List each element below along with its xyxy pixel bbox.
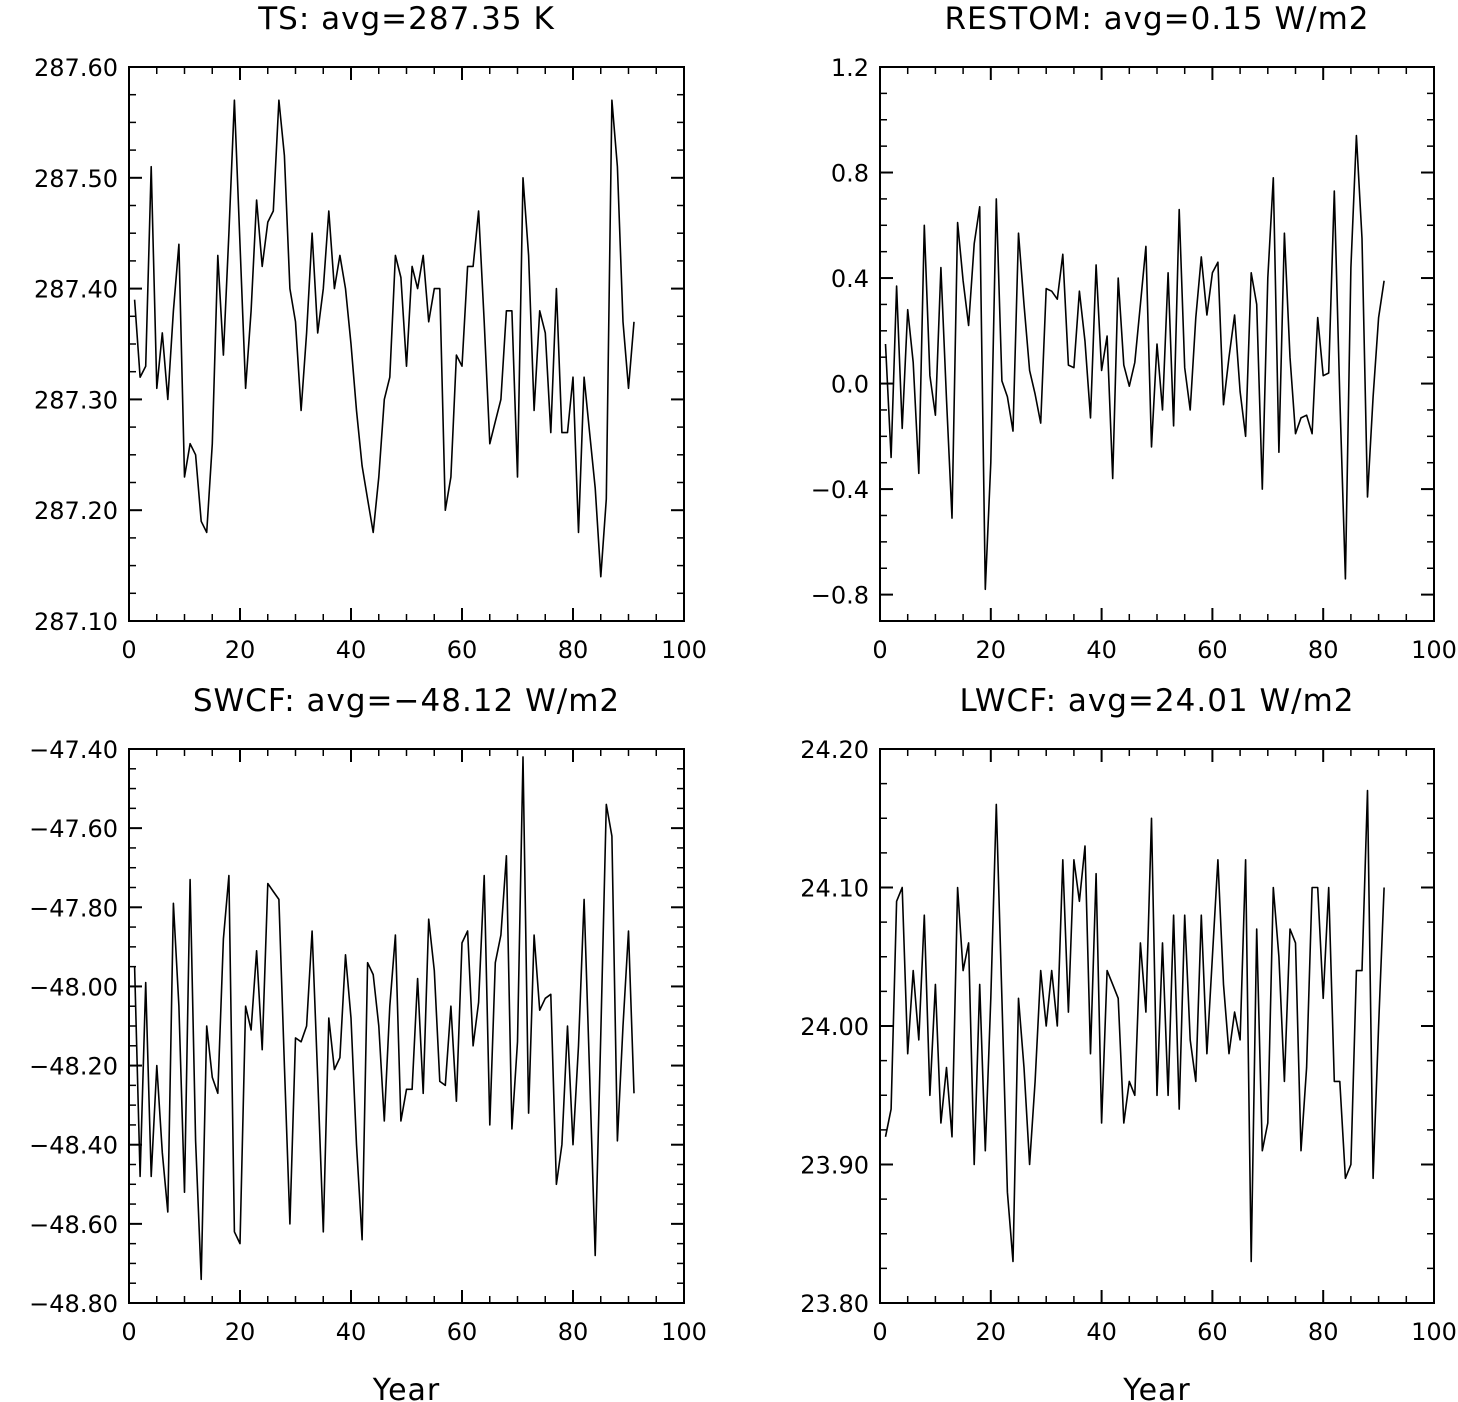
y-tick-label: 23.90 (800, 1152, 869, 1180)
y-tick-label: −47.60 (29, 815, 118, 843)
chart-title: RESTOM: avg=0.15 W/m2 (944, 1, 1369, 37)
y-tick-label: −0.8 (811, 582, 869, 610)
series-line (884, 134, 1385, 591)
x-tick-label: 100 (1411, 636, 1457, 664)
series-line (133, 756, 635, 1281)
x-tick-label: 20 (976, 636, 1007, 664)
y-tick-label: 287.10 (34, 608, 118, 636)
y-tick-label: 287.20 (34, 497, 118, 525)
x-tick-label: 60 (447, 636, 478, 664)
chart-panel-4: LWCF: avg=24.01 W/m2 0 20 40 60 80 100 23.80 23.… (800, 683, 1457, 1402)
plot-frame (128, 66, 685, 622)
y-tick-label: 24.00 (800, 1013, 869, 1041)
x-axis-label: Year (1122, 1373, 1191, 1402)
y-tick-label: −0.4 (811, 476, 869, 504)
x-tick-label: 20 (225, 636, 256, 664)
y-tick-label: −47.80 (29, 894, 118, 922)
y-tick-label: 0.4 (831, 265, 869, 293)
x-tick-label: 80 (1308, 1318, 1339, 1346)
x-tick-label: 100 (661, 636, 707, 664)
series-line (884, 789, 1385, 1263)
plot-frame (879, 748, 1435, 1304)
chart-title: SWCF: avg=−48.12 W/m2 (193, 683, 620, 719)
x-tick-label: 80 (558, 636, 589, 664)
y-tick-label: 1.2 (831, 54, 869, 82)
x-tick-label: 60 (1197, 1318, 1228, 1346)
x-tick-label: 40 (1086, 1318, 1117, 1346)
chart-panel-3: SWCF: avg=−48.12 W/m2 0 20 40 60 80 100 −48.80 −… (29, 683, 707, 1402)
x-tick-label: 0 (872, 636, 887, 664)
x-tick-label: 40 (1086, 636, 1117, 664)
y-tick-label: 0.8 (831, 160, 869, 188)
y-tick-label: −48.80 (29, 1290, 118, 1318)
x-tick-label: 60 (447, 1318, 478, 1346)
x-tick-label: 40 (336, 636, 367, 664)
y-tick-label: −48.40 (29, 1132, 118, 1160)
chart-panel-2: RESTOM: avg=0.15 W/m2 0 20 40 60 80 100 −0.8 −0.… (811, 1, 1457, 664)
chart-title: TS: avg=287.35 K (257, 1, 555, 37)
x-tick-label: 20 (225, 1318, 256, 1346)
x-tick-label: 0 (872, 1318, 887, 1346)
x-tick-label: 100 (1411, 1318, 1457, 1346)
y-tick-label: 287.30 (34, 386, 118, 414)
x-tick-label: 0 (121, 636, 136, 664)
y-tick-label: 287.60 (34, 54, 118, 82)
series-line (133, 99, 635, 578)
x-tick-label: 60 (1197, 636, 1228, 664)
x-tick-label: 0 (121, 1318, 136, 1346)
y-tick-label: −48.00 (29, 973, 118, 1001)
chart-title: LWCF: avg=24.01 W/m2 (959, 683, 1354, 719)
y-tick-label: 287.50 (34, 165, 118, 193)
y-tick-label: 23.80 (800, 1290, 869, 1318)
x-axis-label: Year (372, 1373, 441, 1402)
y-tick-label: 287.40 (34, 276, 118, 304)
x-tick-label: 80 (1308, 636, 1339, 664)
x-tick-label: 80 (558, 1318, 589, 1346)
chart-panel-1: TS: avg=287.35 K 0 20 40 60 80 100 287.10 287.20… (34, 1, 707, 664)
y-tick-label: −48.60 (29, 1211, 118, 1239)
x-tick-label: 40 (336, 1318, 367, 1346)
y-tick-label: 24.10 (800, 875, 869, 903)
x-tick-label: 20 (976, 1318, 1007, 1346)
y-tick-label: −47.40 (29, 736, 118, 764)
y-tick-label: 24.20 (800, 736, 869, 764)
x-tick-label: 100 (661, 1318, 707, 1346)
y-tick-label: 0.0 (831, 371, 869, 399)
y-tick-label: −48.20 (29, 1053, 118, 1081)
